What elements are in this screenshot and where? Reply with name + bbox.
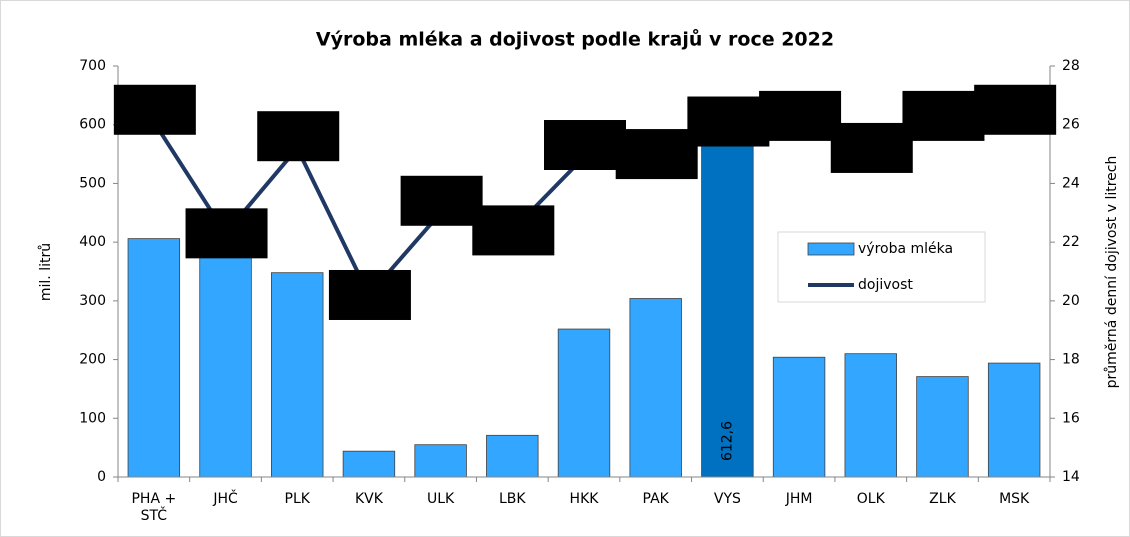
y2-tick-label: 14 <box>1062 469 1080 485</box>
redaction <box>328 269 411 320</box>
y-tick-label: 600 <box>79 117 106 133</box>
x-tick-label: MSK <box>999 491 1030 507</box>
redaction <box>257 111 340 162</box>
bar <box>557 328 611 478</box>
bar <box>342 450 396 478</box>
x-tick-label: PHA + STČ <box>131 491 176 524</box>
redaction <box>185 208 268 259</box>
legend-label: výroba mléka <box>858 241 953 257</box>
redaction <box>687 96 770 147</box>
y2-tick-label: 26 <box>1062 117 1080 133</box>
redaction <box>759 90 842 141</box>
x-tick-label: HKK <box>570 491 600 507</box>
data-label: 612,6 <box>719 421 735 461</box>
y2-tick-label: 28 <box>1062 58 1080 74</box>
bar <box>271 272 324 478</box>
redaction <box>615 129 698 180</box>
bar <box>414 444 467 478</box>
y2-tick-label: 20 <box>1062 293 1080 309</box>
chart-title: Výroba mléka a dojivost podle krajů v ro… <box>316 28 834 51</box>
redaction <box>830 122 913 173</box>
bar <box>486 434 539 478</box>
redaction <box>472 205 555 256</box>
y-tick-label: 100 <box>79 410 106 426</box>
bar <box>772 356 826 478</box>
redaction <box>400 175 483 226</box>
x-tick-label: LBK <box>499 491 526 507</box>
x-tick-label: KVK <box>355 491 384 507</box>
y-tick-label: 300 <box>79 293 106 309</box>
bar <box>916 376 969 478</box>
y-tick-label: 700 <box>79 58 106 74</box>
x-tick-label: PAK <box>643 491 670 507</box>
bar <box>844 353 897 478</box>
y-tick-label: 200 <box>79 352 106 368</box>
x-tick-label: OLK <box>857 491 886 507</box>
y2-axis-label: průměrná denní dojivost v litrech <box>1104 156 1120 389</box>
redaction <box>902 90 985 141</box>
redaction <box>974 84 1057 135</box>
y2-tick-label: 24 <box>1062 175 1080 191</box>
legend-swatch <box>807 242 855 256</box>
y-axis-label: mil. litrů <box>38 243 54 301</box>
x-tick-label: JHČ <box>212 489 238 507</box>
x-tick-label-line: PHA + <box>131 491 176 507</box>
x-tick-label: VYS <box>714 491 741 507</box>
y2-tick-label: 18 <box>1062 352 1080 368</box>
bar <box>629 298 682 478</box>
y-tick-label: 400 <box>79 234 106 250</box>
x-tick-label: ULK <box>427 491 455 507</box>
redaction <box>113 84 196 135</box>
x-tick-label-line: STČ <box>141 506 168 524</box>
legend-label: dojivost <box>858 277 913 293</box>
x-tick-label: ZLK <box>929 491 956 507</box>
bar <box>987 362 1041 478</box>
bar <box>199 252 252 478</box>
bar <box>127 238 181 478</box>
y-tick-label: 500 <box>79 175 106 191</box>
y-tick-label: 0 <box>97 469 106 485</box>
y2-tick-label: 16 <box>1062 410 1080 426</box>
redaction <box>544 120 626 171</box>
y2-tick-label: 22 <box>1062 234 1080 250</box>
x-tick-label: PLK <box>285 491 311 507</box>
x-tick-label: JHM <box>785 491 813 507</box>
